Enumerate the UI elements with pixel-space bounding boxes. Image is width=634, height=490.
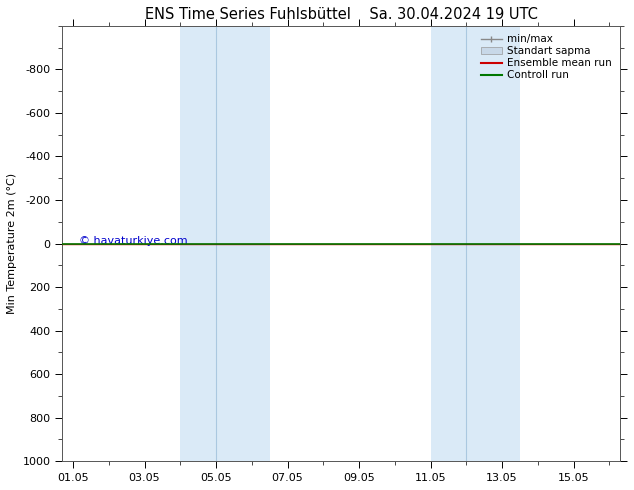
Title: ENS Time Series Fuhlsbüttel    Sa. 30.04.2024 19 UTC: ENS Time Series Fuhlsbüttel Sa. 30.04.20…: [145, 7, 538, 22]
Text: © havaturkiye.com: © havaturkiye.com: [79, 236, 188, 246]
Legend: min/max, Standart sapma, Ensemble mean run, Controll run: min/max, Standart sapma, Ensemble mean r…: [478, 31, 615, 84]
Bar: [180, 26, 269, 461]
Bar: [430, 26, 520, 461]
Y-axis label: Min Temperature 2m (°C): Min Temperature 2m (°C): [7, 173, 17, 314]
